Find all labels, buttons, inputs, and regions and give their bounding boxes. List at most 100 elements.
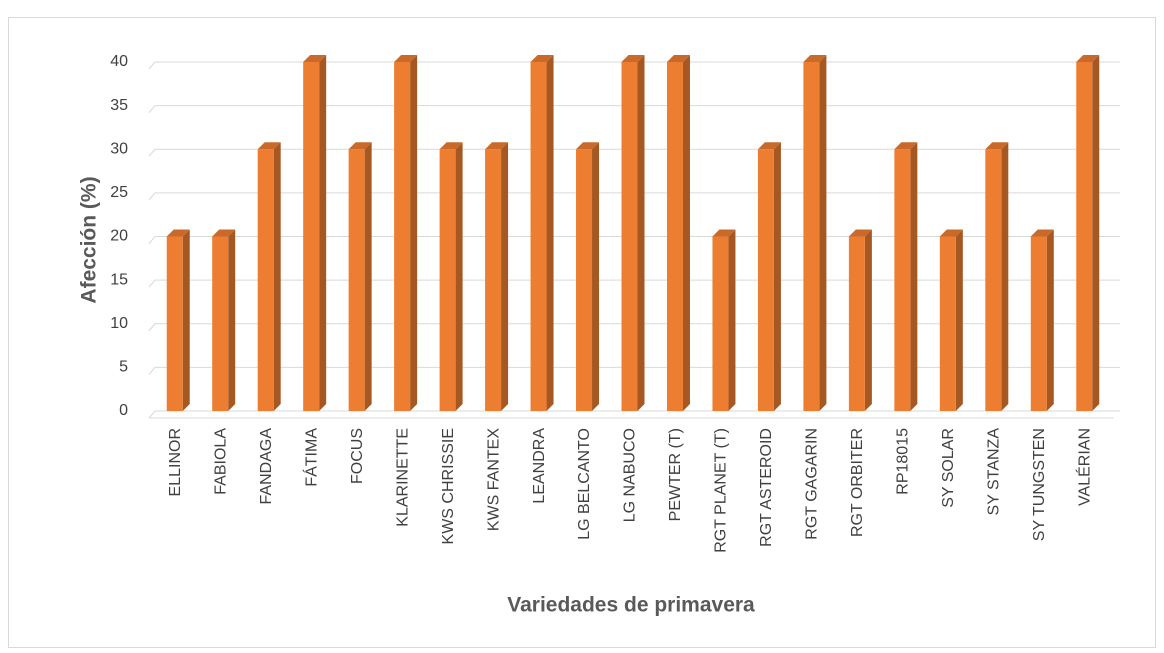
x-tick-label: KWS CHRISSIE <box>440 428 457 544</box>
bar-top <box>257 142 281 150</box>
bar-side <box>228 229 236 411</box>
grid-line <box>148 148 1120 157</box>
bar-top <box>485 142 509 150</box>
x-tick-label: SY SOLAR <box>940 428 957 508</box>
bar-top <box>439 142 463 150</box>
bar <box>530 62 547 411</box>
bar <box>348 149 365 411</box>
x-tick-label: VALÉRIAN <box>1074 428 1093 506</box>
y-tick-label: 25 <box>110 184 128 201</box>
bar <box>394 62 411 411</box>
grid-line <box>148 366 1120 375</box>
x-tick-label: FÁTIMA <box>301 428 320 487</box>
grid-line <box>148 61 1120 70</box>
bar-side <box>637 55 645 411</box>
bar <box>257 149 274 411</box>
x-tick-label: LG NABUCO <box>622 428 639 522</box>
bar-top <box>166 229 190 237</box>
bar-side <box>592 142 600 411</box>
x-tick-label: LEANDRA <box>531 428 548 504</box>
y-tick-label: 35 <box>110 97 128 114</box>
bar <box>803 62 820 411</box>
y-tick-label: 15 <box>110 271 128 288</box>
bar-top <box>576 142 600 150</box>
bar <box>712 236 729 411</box>
y-axis-title: Afección (%) <box>78 176 101 303</box>
bar-side <box>728 229 736 411</box>
bar-side <box>319 55 327 411</box>
y-tick-label: 0 <box>119 402 128 419</box>
bar-side <box>1001 142 1009 411</box>
bar <box>894 149 911 411</box>
bar-side <box>773 142 781 411</box>
bar-side <box>501 142 509 411</box>
y-tick-label: 30 <box>110 140 128 157</box>
bar-side <box>910 142 918 411</box>
bar <box>621 62 638 411</box>
bar-side <box>364 142 372 411</box>
x-tick-label: RP18015 <box>895 428 912 495</box>
bar-side <box>1046 229 1054 411</box>
bar <box>939 236 956 411</box>
grid-line <box>148 192 1120 201</box>
bar-side <box>273 142 281 411</box>
bar <box>212 236 229 411</box>
grid-line <box>148 236 1120 244</box>
x-tick-label: LG BELCANTO <box>576 428 593 540</box>
bar <box>666 62 683 411</box>
bar-top <box>939 229 963 237</box>
x-tick-label: FANDAGA <box>258 428 275 505</box>
bar <box>303 62 320 411</box>
x-tick-label: PEWTER (T) <box>667 428 684 521</box>
x-tick-label: RGT ORBITER <box>849 428 866 537</box>
x-tick-label: FABIOLA <box>212 428 229 495</box>
bar <box>576 149 593 411</box>
bar-top <box>303 55 327 62</box>
bar <box>1030 236 1047 411</box>
bar-top <box>712 229 736 237</box>
bar-top <box>1030 229 1054 237</box>
y-tick-label: 10 <box>110 315 128 332</box>
bar-side <box>410 55 418 411</box>
bar-top <box>212 229 236 237</box>
bar-side <box>864 229 872 411</box>
bar-top <box>666 55 690 62</box>
y-tick-label: 40 <box>110 53 128 70</box>
y-tick-label: 20 <box>110 228 128 245</box>
bar-top <box>1076 55 1100 62</box>
bar <box>439 149 456 411</box>
bar-top <box>985 142 1009 150</box>
bar-top <box>530 55 554 62</box>
bar <box>166 236 183 411</box>
bar-side <box>1092 55 1100 411</box>
x-tick-label: FOCUS <box>349 428 366 484</box>
bar <box>985 149 1002 411</box>
y-tick-label: 5 <box>119 359 128 376</box>
bar-top <box>394 55 418 62</box>
bar-side <box>955 229 963 411</box>
bar <box>485 149 502 411</box>
grid-line <box>148 410 1120 419</box>
bar <box>848 236 865 411</box>
x-axis-title: Variedades de primavera <box>507 594 755 617</box>
bar-side <box>682 55 690 411</box>
bar-top <box>757 142 781 150</box>
bar-top <box>894 142 918 150</box>
grid-line <box>148 323 1120 332</box>
x-tick-label: SY STANZA <box>986 428 1003 516</box>
bar-side <box>819 55 827 411</box>
x-tick-label: KWS FANTEX <box>485 428 502 531</box>
bar <box>1076 62 1093 411</box>
bar-side <box>546 55 554 411</box>
x-tick-label: RGT GAGARIN <box>804 428 821 540</box>
bar <box>757 149 774 411</box>
x-tick-label: ELLINOR <box>167 428 184 496</box>
x-tick-label: KLARINETTE <box>394 428 411 527</box>
bar-side <box>455 142 463 411</box>
bar-side <box>182 229 190 411</box>
bar-top <box>621 55 645 62</box>
x-tick-label: SY TUNGSTEN <box>1031 428 1048 541</box>
x-tick-label: RGT ASTEROID <box>758 428 775 547</box>
grid-line <box>148 105 1120 113</box>
